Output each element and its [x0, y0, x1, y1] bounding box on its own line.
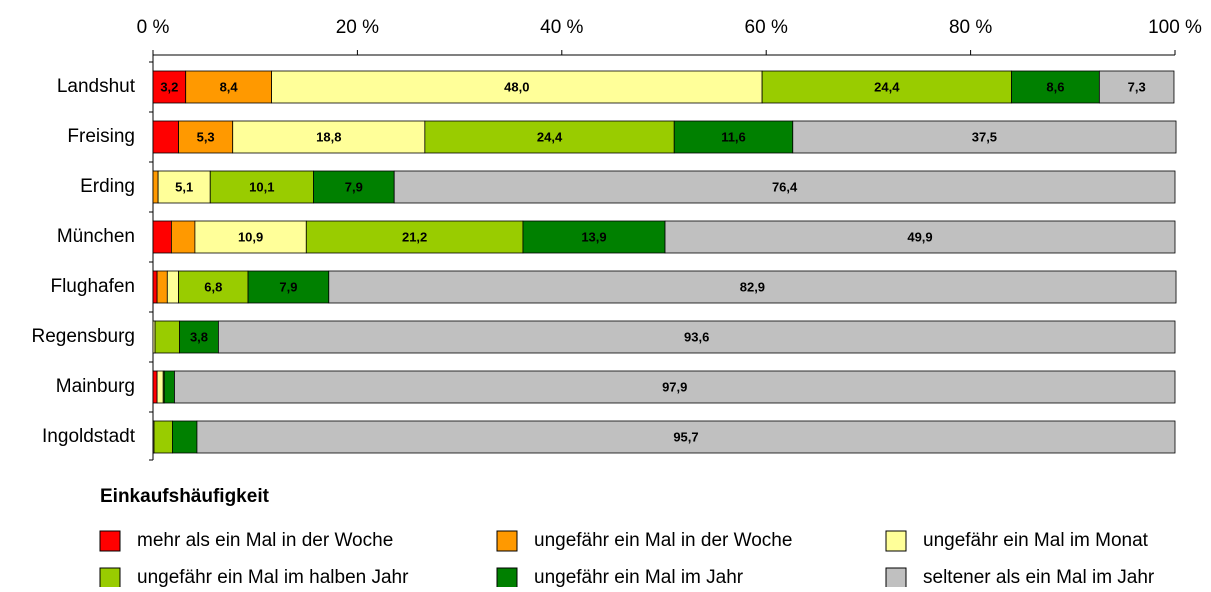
data-label: 7,9 — [345, 179, 363, 194]
data-label: 10,1 — [249, 179, 274, 194]
bar-segment — [178, 270, 249, 304]
bar-segment — [232, 120, 426, 154]
y-tick-label: Landshut — [57, 76, 136, 97]
y-tick-label: Mainburg — [56, 376, 135, 397]
data-label: 82,9 — [740, 279, 765, 294]
y-tick-label: Regensburg — [31, 326, 135, 347]
data-label: 76,4 — [772, 179, 798, 194]
bar-segment — [157, 170, 211, 204]
bar-segment — [1098, 70, 1175, 104]
legend-swatch — [496, 530, 518, 552]
bar-segment — [673, 120, 794, 154]
data-label: 6,8 — [204, 279, 222, 294]
x-tick-label: 80 % — [949, 17, 992, 38]
data-label: 21,2 — [402, 229, 427, 244]
bar-segment — [328, 270, 1177, 304]
legend-swatch — [496, 567, 518, 589]
data-label: 93,6 — [684, 329, 709, 344]
data-label: 8,4 — [220, 79, 239, 94]
bar-segment — [152, 370, 158, 404]
data-label: 7,3 — [1128, 79, 1146, 94]
bar-segment — [271, 70, 763, 104]
data-label: 37,5 — [972, 129, 997, 144]
bar-segment — [185, 70, 272, 104]
y-tick-label: Freising — [67, 126, 135, 147]
bar-segment — [174, 370, 1176, 404]
bar-segment — [196, 420, 1176, 454]
x-tick-label: 20 % — [336, 17, 379, 38]
legend-swatch — [885, 530, 907, 552]
legend-swatch — [99, 530, 121, 552]
legend-swatch — [885, 567, 907, 589]
data-label: 24,4 — [537, 129, 563, 144]
bar-segment — [152, 220, 172, 254]
legend-label: ungefähr ein Mal im Monat — [923, 530, 1149, 551]
x-tick-label: 40 % — [540, 17, 583, 38]
bar-segment — [313, 170, 395, 204]
data-label: 18,8 — [316, 129, 341, 144]
legend-label: ungefähr ein Mal im halben Jahr — [137, 567, 409, 587]
data-label: 48,0 — [504, 79, 529, 94]
bar-segment — [218, 320, 1176, 354]
bar-segment — [178, 120, 234, 154]
legend-label: mehr als ein Mal in der Woche — [137, 530, 393, 551]
legend-label: seltener als ein Mal im Jahr — [923, 567, 1155, 587]
data-label: 95,7 — [673, 429, 698, 444]
data-label: 5,1 — [175, 179, 193, 194]
legend-label: ungefähr ein Mal im Jahr — [534, 567, 744, 587]
bar-segment — [154, 320, 180, 354]
bar-segment — [664, 220, 1176, 254]
bar-segment — [1011, 70, 1100, 104]
data-label: 3,2 — [160, 79, 178, 94]
bar-segment — [156, 270, 168, 304]
data-label: 8,6 — [1046, 79, 1064, 94]
y-tick-label: Ingoldstadt — [42, 426, 136, 447]
data-label: 7,9 — [279, 279, 297, 294]
bar-segment — [179, 320, 219, 354]
bar-segment — [761, 70, 1012, 104]
data-label: 10,9 — [238, 229, 263, 244]
legend-swatch — [99, 567, 121, 589]
y-tick-label: Erding — [80, 176, 135, 197]
data-label: 5,3 — [197, 129, 215, 144]
data-label: 24,4 — [874, 79, 900, 94]
bar-segment — [152, 120, 179, 154]
y-tick-label: Flughafen — [50, 276, 135, 297]
bar-segment — [209, 170, 314, 204]
data-label: 97,9 — [662, 379, 687, 394]
bar-segment — [792, 120, 1177, 154]
bar-segment — [156, 370, 164, 404]
data-label: 13,9 — [581, 229, 606, 244]
bar-segment — [194, 220, 307, 254]
bar-segment — [305, 220, 524, 254]
y-tick-label: München — [57, 226, 135, 247]
bar-segment — [153, 420, 173, 454]
legend-label: ungefähr ein Mal in der Woche — [534, 530, 792, 551]
x-tick-label: 100 % — [1148, 17, 1202, 38]
bar-segment — [172, 420, 198, 454]
x-tick-label: 0 % — [137, 17, 170, 38]
bar-segment — [393, 170, 1176, 204]
bar-segment — [522, 220, 666, 254]
bar-segment — [424, 120, 675, 154]
data-label: 11,6 — [721, 129, 746, 144]
bar-segment — [152, 270, 158, 304]
bar-segment — [166, 270, 179, 304]
bar-segment — [163, 370, 175, 404]
x-tick-label: 60 % — [745, 17, 788, 38]
legend-title: Einkaufshäufigkeit — [100, 486, 270, 507]
bar-segment — [152, 170, 159, 204]
data-label: 3,8 — [190, 329, 208, 344]
bar-segment — [170, 220, 196, 254]
data-label: 49,9 — [907, 229, 932, 244]
